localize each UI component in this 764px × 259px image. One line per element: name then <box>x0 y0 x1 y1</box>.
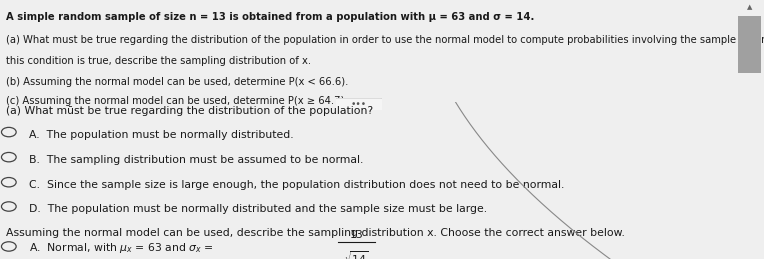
Text: ▲: ▲ <box>746 4 753 10</box>
Text: $\sqrt{14}$: $\sqrt{14}$ <box>345 250 369 259</box>
Text: B.  The sampling distribution must be assumed to be normal.: B. The sampling distribution must be ass… <box>29 155 364 165</box>
Text: A.  The population must be normally distributed.: A. The population must be normally distr… <box>29 130 294 140</box>
Text: (b) Assuming the normal model can be used, determine P(x < 66.6).: (b) Assuming the normal model can be use… <box>6 77 348 87</box>
Text: this condition is true, describe the sampling distribution of x.: this condition is true, describe the sam… <box>6 56 311 66</box>
Text: •••: ••• <box>351 99 367 109</box>
Text: A simple random sample of size n = 13 is obtained from a population with μ = 63 : A simple random sample of size n = 13 is… <box>6 12 535 23</box>
Text: A.  Normal, with $\mu_x$ = 63 and $\sigma_x$ =: A. Normal, with $\mu_x$ = 63 and $\sigma… <box>29 241 214 255</box>
Text: Assuming the normal model can be used, describe the sampling distribution x. Cho: Assuming the normal model can be used, d… <box>6 228 625 238</box>
Text: 13: 13 <box>350 230 364 240</box>
FancyBboxPatch shape <box>334 98 384 111</box>
Bar <box>739 16 760 73</box>
Text: (c) Assuming the normal model can be used, determine P(x ≥ 64.7).: (c) Assuming the normal model can be use… <box>6 96 348 106</box>
Text: (a) What mūst be true regarding the distribution of the population?: (a) What mūst be true regarding the dist… <box>6 106 373 116</box>
Text: C.  Since the sample size is large enough, the population distribution does not : C. Since the sample size is large enough… <box>29 180 565 190</box>
Text: D.  The population must be normally distributed and the sample size must be larg: D. The population must be normally distr… <box>29 204 487 214</box>
Text: (a) What must be true regarding the distribution of the population in order to u: (a) What must be true regarding the dist… <box>6 35 764 45</box>
